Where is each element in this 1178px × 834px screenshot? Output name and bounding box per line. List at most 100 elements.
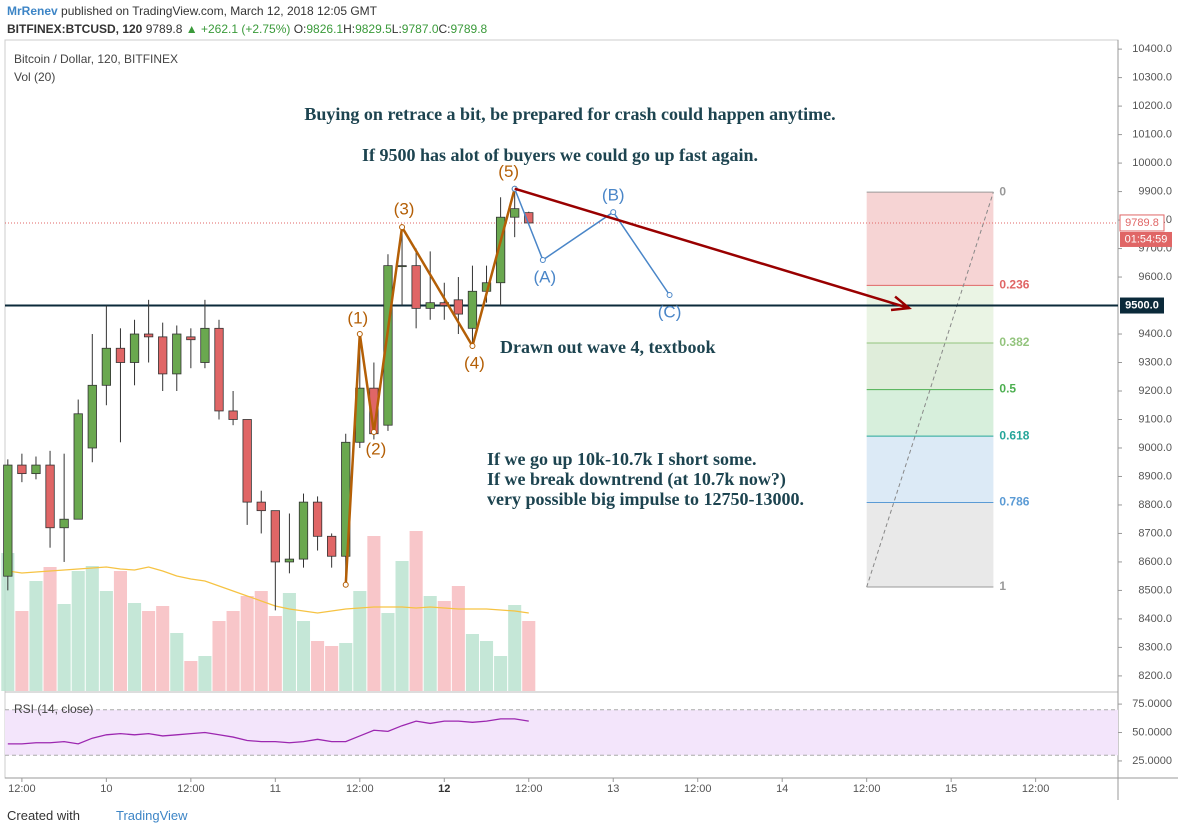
symbol: BITFINEX:BTCUSD, 120 xyxy=(7,22,143,36)
fib-level-label: 0.236 xyxy=(999,277,1029,291)
annotation: Drawn out wave 4, textbook xyxy=(500,337,716,357)
volume-bar xyxy=(156,606,170,691)
candle-body xyxy=(228,410,238,420)
ohlc-label: L: xyxy=(391,22,402,36)
y-tick-label: 8700.0 xyxy=(1138,527,1172,539)
fib-band xyxy=(866,342,994,390)
volume-bar xyxy=(282,593,296,691)
fib-level-label: 1 xyxy=(999,579,1006,593)
candle-body xyxy=(383,265,393,426)
candle-body xyxy=(214,327,224,412)
trend-arrowhead xyxy=(890,295,912,312)
volume-bar xyxy=(479,641,494,691)
volume-bar xyxy=(29,581,43,691)
rsi-tick-label: 25.0000 xyxy=(1132,755,1172,767)
rsi-tick-label: 75.0000 xyxy=(1132,698,1172,710)
y-tick-label: 10200.0 xyxy=(1132,100,1172,112)
volume-bar xyxy=(99,591,113,691)
x-tick-label: 14 xyxy=(776,783,788,795)
ohlc-value: 9787.0 xyxy=(401,22,439,36)
candle-body xyxy=(284,558,295,563)
candle-body xyxy=(467,290,478,329)
volume-bar xyxy=(226,611,240,691)
volume-bar xyxy=(325,646,339,691)
volume-bar xyxy=(339,643,353,691)
brand[interactable]: TradingView xyxy=(115,808,188,823)
last-price-bg xyxy=(1119,214,1165,232)
support-label-bg xyxy=(1120,297,1164,314)
volume-bar xyxy=(465,634,479,691)
candle-body xyxy=(3,464,13,577)
candle-body xyxy=(425,302,435,309)
author[interactable]: MrRenev xyxy=(7,4,58,18)
volume-bar xyxy=(409,531,423,691)
y-tick-label: 8400.0 xyxy=(1138,613,1172,625)
note-line: If we break downtrend (at 10.7k now?) xyxy=(487,469,786,490)
volume-bar xyxy=(71,571,85,691)
rsi-tick-label: 50.0000 xyxy=(1132,726,1172,738)
volume-bar xyxy=(367,536,381,691)
candle-body xyxy=(200,327,210,363)
published: published on TradingView.com, March 12, … xyxy=(61,4,377,18)
chart-title: Bitcoin / Dollar, 120, BITFINEX xyxy=(14,52,178,66)
x-tick-label: 12:00 xyxy=(177,783,205,795)
waves-point xyxy=(469,342,476,349)
candle-body xyxy=(73,413,83,520)
candle-body xyxy=(186,336,196,341)
abc-point xyxy=(539,256,546,263)
x-tick-label: 12:00 xyxy=(346,783,374,795)
volume-bar xyxy=(240,596,254,691)
volume-ma xyxy=(7,566,529,614)
ohlc-label: H: xyxy=(343,22,356,36)
candle-body xyxy=(115,347,126,363)
volume-bar xyxy=(85,566,99,691)
candle-body xyxy=(101,347,111,386)
fib-level-label: 0.5 xyxy=(999,382,1016,396)
ohlc-value: 9829.5 xyxy=(355,22,392,36)
fib-band xyxy=(866,192,994,286)
x-tick-label: 12 xyxy=(438,783,450,795)
volume-bar xyxy=(423,596,437,691)
volume-bar xyxy=(451,586,465,691)
waves-point xyxy=(370,429,377,436)
x-tick-label: 12:00 xyxy=(8,783,36,795)
waves-label: (5) xyxy=(498,162,519,181)
candle-body xyxy=(158,336,168,375)
volume-bar xyxy=(1,553,15,691)
volume-bar xyxy=(57,604,71,691)
y-tick-label: 8900.0 xyxy=(1138,470,1172,482)
y-tick-label: 9600.0 xyxy=(1138,271,1172,283)
fib-level-label: 0 xyxy=(999,184,1006,198)
y-tick-label: 8500.0 xyxy=(1138,584,1172,596)
header: MrRenev published on TradingView.com, Ma… xyxy=(7,2,487,38)
abc-label: (C) xyxy=(658,302,682,321)
waves-point xyxy=(356,331,363,338)
support-label: 9500.0 xyxy=(1125,299,1159,311)
y-tick-label: 9000.0 xyxy=(1138,442,1172,454)
volume-bar xyxy=(127,603,142,691)
change: ▲ +262.1 (+2.75%) xyxy=(185,22,291,36)
volume-bar xyxy=(437,601,451,691)
x-tick-label: 15 xyxy=(945,783,957,795)
fib-level-label: 0.618 xyxy=(999,428,1029,442)
candle-body xyxy=(143,333,154,338)
note-line: If we go up 10k-10.7k I short some. xyxy=(487,449,757,469)
y-tick-label: 9400.0 xyxy=(1138,328,1172,340)
last: 9789.8 xyxy=(145,22,183,36)
volume-bar xyxy=(381,613,395,691)
fib-level-label: 0.786 xyxy=(999,495,1029,509)
volume-bar xyxy=(198,656,212,691)
ohlc-label: O: xyxy=(293,22,307,36)
x-tick-label: 11 xyxy=(270,783,281,795)
footer: Created with TradingView xyxy=(7,808,188,823)
volume-bar xyxy=(113,571,127,691)
rsi-line xyxy=(7,718,529,745)
fib-band xyxy=(866,502,994,588)
abc-label: (A) xyxy=(534,267,557,286)
ohlc-value: 9826.1 xyxy=(306,22,344,36)
candle-body xyxy=(312,501,323,537)
candle-body xyxy=(17,464,27,475)
rsi-title: RSI (14, close) xyxy=(14,702,93,716)
volume-bar xyxy=(268,616,282,691)
ohlc: O:9826.1H:9829.5L:9787.0C:9789.8 xyxy=(294,22,488,36)
